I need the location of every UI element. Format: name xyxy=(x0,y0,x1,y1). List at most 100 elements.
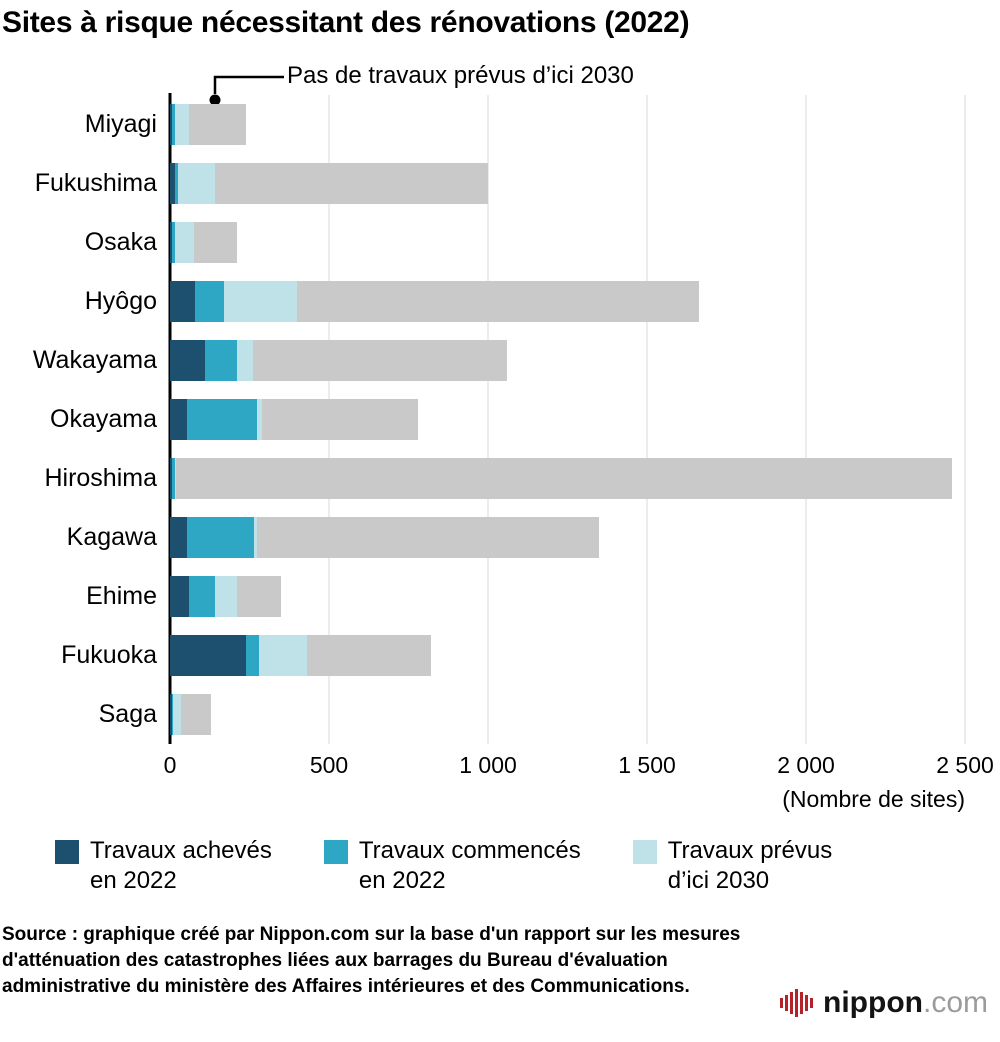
category-label: Hyôgo xyxy=(84,287,157,315)
source-note: Source : graphique créé par Nippon.com s… xyxy=(2,924,741,998)
stacked-bar xyxy=(170,340,965,381)
chart-row: Osaka xyxy=(0,213,965,272)
stacked-bar xyxy=(170,222,965,263)
bar-segment xyxy=(187,399,258,440)
bar-segment xyxy=(297,281,700,322)
bar-segment xyxy=(181,694,212,735)
chart-row: Kagawa xyxy=(0,508,965,567)
legend-label: Travaux commencés en 2022 xyxy=(359,836,581,896)
stacked-bar xyxy=(170,399,965,440)
bar-segment xyxy=(262,399,419,440)
bar-segment xyxy=(257,517,600,558)
x-tick-label: 1 500 xyxy=(618,752,676,778)
gridline xyxy=(964,95,966,744)
x-axis-unit-label: (Nombre de sites) xyxy=(782,786,965,812)
x-axis-ticks: 0 500 1 000 1 500 2 000 2 500 xyxy=(164,744,994,780)
bar-segment xyxy=(173,694,182,735)
annotation-label: Pas de travaux prévus d’ici 2030 xyxy=(287,62,634,89)
legend-swatch-acheves xyxy=(55,840,79,864)
bar-segment xyxy=(174,163,178,204)
bar-segment xyxy=(170,281,196,322)
category-label: Saga xyxy=(98,700,157,728)
bar-segment xyxy=(170,576,190,617)
bar-segment xyxy=(171,104,175,145)
bar-segment xyxy=(193,222,237,263)
bar-segment xyxy=(171,694,174,735)
annotation-connector xyxy=(209,75,284,106)
bar-segment xyxy=(170,340,205,381)
stacked-bar xyxy=(170,163,965,204)
legend: Travaux achevés en 2022 Travaux commencé… xyxy=(55,836,832,896)
chart-row: Fukuoka xyxy=(0,626,965,685)
stacked-bar xyxy=(170,281,965,322)
chart-row: Hyôgo xyxy=(0,272,965,331)
soundwave-bars-icon xyxy=(780,989,814,1017)
chart-title: Sites à risque nécessitant des rénovatio… xyxy=(2,6,690,39)
logo-name: nippon xyxy=(823,986,923,1019)
category-label: Fukuoka xyxy=(61,641,157,669)
category-label: Wakayama xyxy=(32,346,157,374)
bar-segment xyxy=(189,576,215,617)
chart-row: Fukushima xyxy=(0,154,965,213)
category-label: Okayama xyxy=(50,405,157,433)
bar-segment xyxy=(174,222,194,263)
bar-segment xyxy=(170,163,175,204)
bar-segment xyxy=(189,104,247,145)
category-label: Hiroshima xyxy=(44,464,157,492)
x-tick-label: 1 000 xyxy=(459,752,517,778)
stacked-bar xyxy=(170,458,965,499)
stacked-bar xyxy=(170,104,965,145)
bar-segment xyxy=(170,399,188,440)
legend-label-line: en 2022 xyxy=(90,867,177,894)
bar-segment xyxy=(177,163,215,204)
bar-segment xyxy=(170,635,247,676)
category-label: Ehime xyxy=(86,582,157,610)
bar-segment xyxy=(214,163,488,204)
legend-label-line: Travaux achevés xyxy=(90,837,272,864)
legend-label-line: d’ici 2030 xyxy=(667,867,770,894)
bar-segment xyxy=(171,458,175,499)
legend-label-line: Travaux prévus xyxy=(667,837,833,864)
logo-text: nippon.com xyxy=(823,986,988,1020)
bar-segment xyxy=(236,340,253,381)
legend-label-line: Travaux commencés xyxy=(358,837,581,864)
bar-segment xyxy=(214,576,237,617)
x-tick-label: 0 xyxy=(163,752,177,778)
gridline xyxy=(646,95,648,744)
chart-row: Ehime xyxy=(0,567,965,626)
chart-row: Saga xyxy=(0,685,965,744)
bar-segment xyxy=(259,635,307,676)
bar-segment xyxy=(174,458,177,499)
x-tick-label: 500 xyxy=(309,752,349,778)
legend-item-commences: Travaux commencés en 2022 xyxy=(323,836,581,896)
bar-segment xyxy=(204,340,237,381)
bar-segment xyxy=(187,517,255,558)
bar-segment xyxy=(170,222,172,263)
legend-label-line: en 2022 xyxy=(358,867,446,894)
chart-row: Hiroshima xyxy=(0,449,965,508)
bar-segment xyxy=(306,635,431,676)
legend-label: Travaux prévus d’ici 2030 xyxy=(668,836,833,896)
category-label: Miyagi xyxy=(84,110,157,138)
x-tick-label: 2 000 xyxy=(777,752,835,778)
bar-segment xyxy=(246,635,260,676)
bar-segment xyxy=(170,458,172,499)
bar-segment xyxy=(170,104,172,145)
stacked-bar xyxy=(170,635,965,676)
bar-segment xyxy=(174,104,190,145)
bar-segment xyxy=(254,517,258,558)
logo-domain: .com xyxy=(922,986,988,1019)
category-label: Kagawa xyxy=(66,523,157,551)
chart-row: Wakayama xyxy=(0,331,965,390)
legend-swatch-commences xyxy=(323,840,348,864)
legend-swatch-prevus xyxy=(632,840,657,864)
gridline xyxy=(805,95,807,744)
stacked-bar xyxy=(170,576,965,617)
chart-row: Okayama xyxy=(0,390,965,449)
stacked-bar xyxy=(170,517,965,558)
legend-item-acheves: Travaux achevés en 2022 xyxy=(55,836,272,896)
bar-segment xyxy=(170,694,172,735)
stacked-bar xyxy=(170,694,965,735)
bar-segment xyxy=(257,399,263,440)
bar-segment xyxy=(170,517,188,558)
